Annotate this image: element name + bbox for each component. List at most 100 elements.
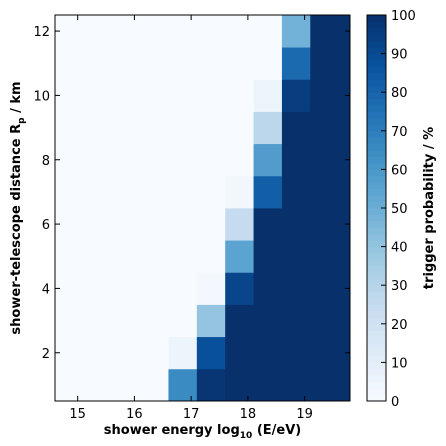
colorbar-band	[367, 201, 386, 209]
heatmap-cell	[83, 336, 113, 370]
heatmap-cell	[83, 208, 113, 241]
colorbar-band	[367, 240, 386, 248]
heatmap-cell	[111, 208, 141, 241]
colorbar-band	[367, 227, 386, 235]
heatmap-cell	[338, 336, 351, 370]
colorbar-band	[367, 375, 386, 383]
colorbar-band	[367, 381, 386, 389]
heatmap-cell	[83, 368, 113, 402]
colorbar-band	[367, 130, 386, 138]
heatmap-cell	[168, 208, 198, 241]
colorbar-band	[367, 15, 386, 22]
heatmap-cell	[168, 111, 198, 145]
heatmap-cell	[253, 208, 283, 241]
heatmap-cell	[140, 111, 169, 145]
heatmap-cell	[140, 336, 169, 370]
colorbar-band	[367, 291, 386, 299]
heatmap-cell	[338, 240, 351, 273]
heatmap-cell	[338, 208, 351, 241]
heatmap-cell	[281, 368, 311, 402]
colorbar-band	[367, 34, 386, 42]
y-axis-ticks: 2 4 6 8 10 12	[33, 25, 350, 362]
colorbar-tick-label: 50	[391, 202, 408, 217]
colorbar-band	[367, 53, 386, 61]
heatmap-cell	[253, 336, 283, 370]
heatmap-cell	[310, 175, 340, 209]
colorbar-band	[367, 124, 386, 132]
colorbar-band	[367, 272, 386, 280]
heatmap-cell	[196, 111, 226, 145]
heatmap-cell	[111, 15, 141, 48]
heatmap-cell	[140, 208, 169, 241]
colorbar-band	[367, 162, 386, 170]
heatmap-cell	[281, 304, 311, 338]
colorbar-band	[367, 368, 386, 376]
colorbar-band	[367, 362, 386, 370]
heatmap-cell	[140, 240, 169, 273]
heatmap-cell	[168, 368, 198, 402]
colorbar-band	[367, 111, 386, 119]
heatmap-cell	[281, 175, 311, 209]
heatmap-cell	[196, 143, 226, 177]
heatmap-cell	[310, 304, 340, 338]
heatmap-cell	[253, 304, 283, 338]
heatmap-cell	[281, 143, 311, 177]
colorbar-band	[367, 304, 386, 312]
heatmap-cell	[253, 79, 283, 112]
heatmap-cell	[55, 240, 84, 273]
heatmap-cell	[281, 47, 311, 80]
colorbar-band	[367, 66, 386, 74]
heatmap-cell	[281, 111, 311, 145]
y-axis-label: shower-telescope distance Rp / km	[9, 81, 27, 334]
heatmap-cell	[310, 208, 340, 241]
heatmap-cell	[83, 111, 113, 145]
colorbar-band	[367, 388, 386, 396]
heatmap-cell	[83, 304, 113, 338]
heatmap-cell	[281, 15, 311, 48]
heatmap-cell	[140, 15, 169, 48]
heatmap-cell	[83, 47, 113, 80]
heatmap-cell	[225, 272, 254, 305]
x-tick-label: 19	[296, 407, 313, 422]
colorbar-band	[367, 150, 386, 158]
heatmap-cell	[196, 208, 226, 241]
heatmap-cell	[253, 272, 283, 305]
colorbar-band	[367, 323, 386, 331]
colorbar-band	[367, 343, 386, 351]
heatmap-cell	[111, 272, 141, 305]
colorbar-band	[367, 220, 386, 228]
heatmap-cell	[168, 143, 198, 177]
y-axis-label-subscript: p	[17, 117, 27, 124]
colorbar-band	[367, 117, 386, 125]
heatmap-cell	[225, 47, 254, 80]
heatmap-cell	[253, 15, 283, 48]
x-axis-label-tail: (E/eV)	[252, 423, 301, 438]
heatmap-cell	[310, 15, 340, 48]
heatmap-cell	[55, 304, 84, 338]
colorbar-band	[367, 278, 386, 286]
heatmap-cell	[225, 368, 254, 402]
heatmap-cell	[225, 143, 254, 177]
heatmap-cell	[338, 47, 351, 80]
colorbar-band	[367, 188, 386, 196]
heatmap-cell	[310, 47, 340, 80]
colorbar-band	[367, 246, 386, 254]
heatmap-cell	[140, 79, 169, 112]
heatmap-cell	[55, 368, 84, 402]
x-tick-label: 15	[69, 407, 86, 422]
heatmap-cell	[253, 47, 283, 80]
colorbar-band	[367, 60, 386, 67]
heatmap-cell	[168, 79, 198, 112]
heatmap-cell	[55, 47, 84, 80]
colorbar-band	[367, 310, 386, 318]
heatmap-cell	[111, 79, 141, 112]
heatmap-cell	[111, 336, 141, 370]
heatmap-cell	[168, 175, 198, 209]
colorbar-ticks: 0 10 20 30 40 50 60 70 80 90 100	[381, 9, 416, 410]
heatmap-cell	[111, 175, 141, 209]
colorbar-band	[367, 92, 386, 100]
heatmap-cell	[253, 175, 283, 209]
y-tick-label: 12	[33, 25, 50, 40]
colorbar-tick-label: 20	[391, 318, 408, 333]
heatmap-cell	[168, 47, 198, 80]
